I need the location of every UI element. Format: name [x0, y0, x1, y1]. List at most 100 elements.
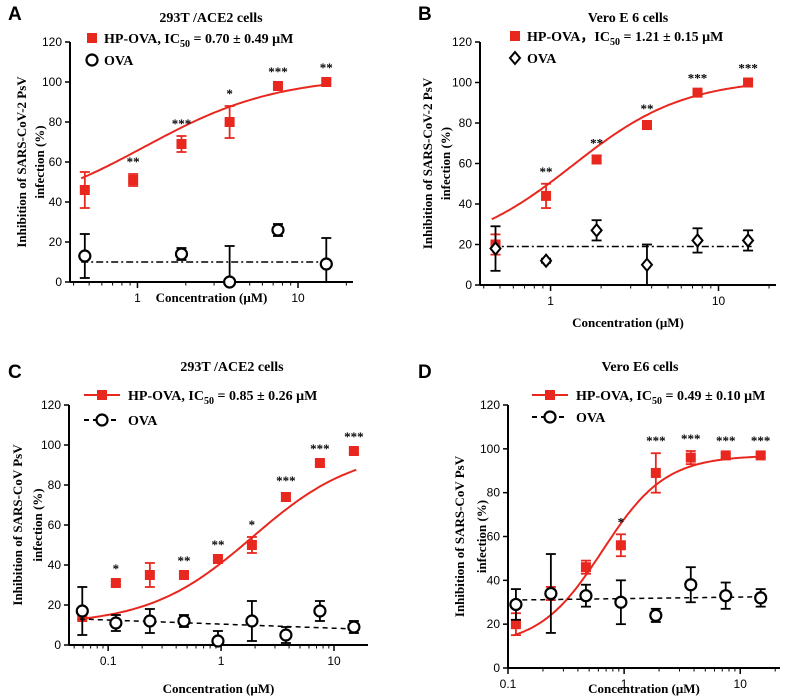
y-tick-label: 20: [48, 598, 62, 612]
data-point-ova: [741, 232, 755, 249]
y-tick-label: 120: [41, 398, 61, 412]
y-tick-label: 40: [49, 195, 63, 209]
chart-panel-d: D Vero E6 cells 0 20 40 60 80 100 120 0.1 1 10 Conce…: [418, 360, 780, 696]
chart-panel-a: A 293T /ACE2 cells 0 20 40 60 80 100 120 1 10 Conce…: [8, 4, 353, 305]
y-axis-label-line1: Inhibition of SARS-CoV PsV: [452, 455, 467, 617]
legend-label-ova: OVA: [104, 54, 134, 69]
legend-marker: [545, 390, 555, 400]
y-tick-label: 80: [487, 486, 501, 500]
panel-letter: A: [8, 4, 22, 25]
y-axis-label-line2: infection (%): [474, 500, 489, 573]
data-point-hp-ova: [321, 77, 332, 87]
data-point-hp-ova: [176, 139, 187, 149]
legend-label-ova: OVA: [128, 414, 158, 429]
y-tick-label: 60: [48, 518, 62, 532]
significance-label: **: [177, 553, 190, 568]
y-tick-label: 0: [55, 275, 62, 289]
data-point-hp-ova: [650, 467, 661, 478]
x-tick-label: 1: [218, 654, 225, 668]
data-point-ova: [544, 586, 558, 601]
data-point-ova: [313, 604, 327, 618]
significance-label: **: [590, 135, 603, 150]
y-tick-label: 60: [49, 155, 63, 169]
data-point-hp-ova: [615, 540, 626, 551]
legend-marker: [97, 390, 107, 400]
data-point-ova: [319, 257, 333, 271]
significance-label: ***: [688, 71, 708, 86]
significance-label: **: [127, 154, 140, 169]
legend-label-ova: OVA: [576, 411, 606, 426]
chart-panel-c: C 293T /ACE2 cells 0 20 40 60 80 100 120 0.1 1 10 Co…: [8, 360, 368, 696]
x-axis-label: Concentration (μM): [588, 681, 700, 696]
y-tick-label: 80: [459, 116, 473, 130]
x-tick-label: 0.1: [100, 654, 117, 668]
data-point-ova: [174, 247, 189, 261]
data-point-hp-ova: [541, 190, 552, 201]
fit-curve-hp-ova: [80, 83, 330, 180]
significance-label: ***: [751, 433, 771, 448]
significance-label: ***: [172, 116, 192, 131]
legend: HP-OVA, IC50 = 0.85 ± 0.26 μM OVA: [84, 389, 317, 429]
y-tick-label: 40: [459, 197, 473, 211]
data-point-ova: [75, 604, 89, 618]
significance-label: **: [540, 164, 553, 179]
data-point-hp-ova: [743, 77, 754, 88]
data-point-ova: [649, 608, 663, 623]
x-tick-label: 0.1: [500, 677, 517, 691]
y-tick-label: 100: [41, 438, 61, 452]
significance-label: *: [113, 561, 120, 576]
y-tick-label: 0: [465, 278, 472, 292]
y-tick-label: 120: [42, 35, 62, 49]
data-point-hp-ova: [79, 185, 90, 195]
significance-label: **: [320, 60, 333, 75]
data-point-hp-ova: [272, 81, 283, 91]
panel-letter: B: [418, 4, 432, 25]
data-point-ova: [684, 578, 698, 592]
significance-label: **: [640, 101, 653, 116]
data-point-ova: [271, 223, 285, 237]
x-tick-label: 10: [712, 294, 726, 308]
data-point-ova: [754, 591, 768, 605]
data-point-ova: [614, 595, 628, 609]
significance-label: *: [618, 514, 625, 529]
data-point-hp-ova: [314, 458, 325, 468]
significance-label: ***: [716, 433, 736, 448]
data-point-hp-ova: [591, 154, 602, 165]
x-tick-label: 1: [621, 677, 628, 691]
data-point-ova: [579, 589, 593, 603]
data-point-ova: [143, 614, 157, 628]
data-point-ova: [279, 628, 293, 642]
legend: HP-OVA，IC50 = 1.21 ± 0.15 μM OVA: [508, 30, 723, 67]
data-point-hp-ova: [685, 452, 696, 463]
legend-marker: [85, 53, 99, 67]
data-point-ova: [109, 616, 123, 630]
data-point-hp-ova: [510, 619, 521, 630]
data-point-ova: [509, 597, 523, 612]
data-point-hp-ova: [144, 570, 155, 580]
data-point-hp-ova: [178, 570, 189, 580]
data-point-hp-ova: [224, 117, 235, 127]
significance-label: ***: [344, 429, 364, 444]
x-axis-label: Concentration (μM): [156, 290, 268, 305]
y-tick-label: 60: [459, 157, 473, 171]
data-point-ova: [590, 222, 603, 238]
legend-label-hp-ova: HP-OVA，IC50 = 1.21 ± 0.15 μM: [527, 30, 723, 48]
data-point-ova: [539, 253, 553, 269]
x-tick-label: 10: [327, 654, 341, 668]
significance-label: ***: [681, 431, 701, 446]
y-tick-label: 100: [452, 76, 472, 90]
legend-label-hp-ova: HP-OVA, IC50 = 0.70 ± 0.49 μM: [104, 32, 293, 50]
y-tick-label: 120: [480, 398, 500, 412]
y-tick-label: 100: [480, 442, 500, 456]
panel-title: 293T /ACE2 cells: [159, 11, 263, 26]
y-tick-label: 20: [49, 235, 63, 249]
y-tick-label: 60: [487, 530, 501, 544]
x-tick-label: 10: [734, 677, 748, 691]
legend-marker: [87, 33, 97, 43]
y-tick-label: 20: [487, 617, 501, 631]
data-point-ova: [691, 232, 704, 249]
panel-title: Vero E6 cells: [602, 360, 680, 375]
panel-title: Vero E 6 cells: [588, 11, 669, 26]
data-point-hp-ova: [128, 175, 139, 185]
